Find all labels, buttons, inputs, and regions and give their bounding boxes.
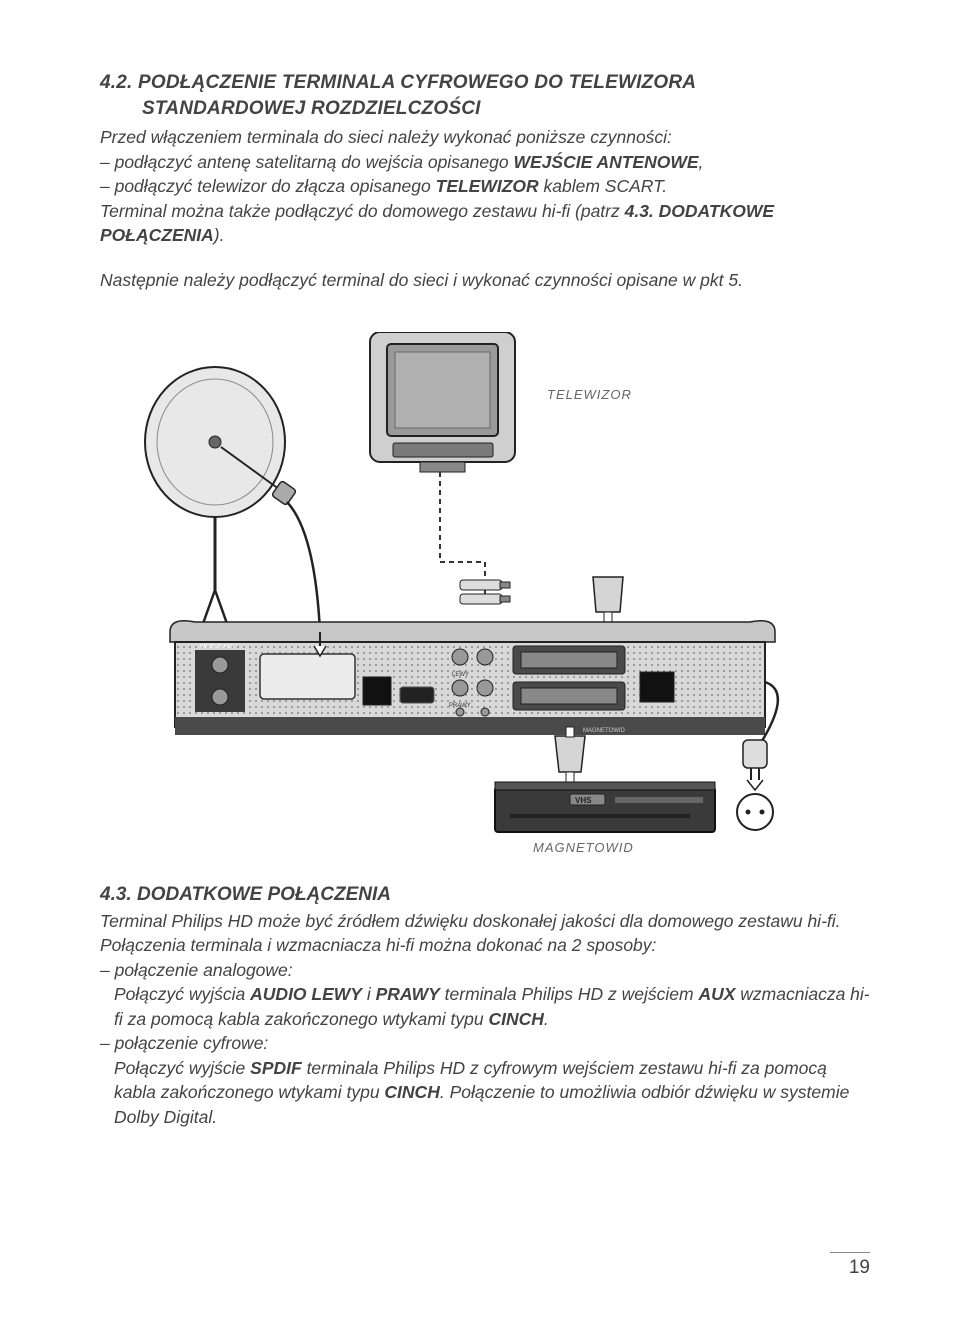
vcr-icon: VHS (495, 782, 715, 832)
intro-text: Przed włączeniem terminala do sieci nale… (100, 125, 870, 248)
wall-outlet-icon (737, 794, 773, 830)
bullet-2: – podłączyć telewizor do złącza opisaneg… (100, 174, 870, 199)
power-plug-icon (743, 740, 767, 790)
satellite-dish-icon (145, 367, 297, 632)
tv-icon (370, 332, 515, 472)
document-page: 4.2. PODŁĄCZENIE TERMINALA CYFROWEGO DO … (0, 0, 960, 1327)
analog-detail: Połączyć wyjścia AUDIO LEWY i PRAWY term… (100, 982, 870, 1031)
vcr-diagram-label: MAGNETOWID (533, 840, 634, 855)
heading-line-2: STANDARDOWEJ ROZDZIELCZOŚCI (100, 96, 870, 122)
intro-sentence: Przed włączeniem terminala do sieci nale… (100, 127, 672, 147)
section-4-3: 4.3. DODATKOWE POŁĄCZENIA Terminal Phili… (100, 882, 870, 1129)
dish-cable (287, 502, 320, 632)
digital-detail: Połączyć wyjście SPDIF terminala Philips… (100, 1056, 870, 1130)
section-4-2-heading: 4.2. PODŁĄCZENIE TERMINALA CYFROWEGO DO … (100, 70, 870, 121)
scart-plug-vcr-icon (555, 727, 585, 782)
analog-bullet: – połączenie analogowe: (100, 958, 870, 983)
svg-text:VHS: VHS (575, 796, 592, 805)
svg-text:LEWY: LEWY (452, 672, 469, 678)
digital-bullet: – połączenie cyfrowe: (100, 1031, 870, 1056)
tv-diagram-label: TELEWIZOR (547, 387, 632, 402)
bullet-3: Terminal można także podłączyć do domowe… (100, 199, 870, 248)
svg-text:WEJŚCIE ANT.: WEJŚCIE ANT. (200, 642, 234, 650)
heading-line-1: 4.2. PODŁĄCZENIE TERMINALA CYFROWEGO DO … (100, 70, 870, 96)
bullet-1: – podłączyć antenę satelitarną do wejści… (100, 150, 870, 175)
section-4-3-heading: 4.3. DODATKOWE POŁĄCZENIA (100, 884, 391, 905)
next-step-text: Następnie należy podłączyć terminal do s… (100, 268, 870, 293)
connection-diagram: WEJŚCIE ANT. LEWY PRAWY TELEWIZO (115, 332, 855, 872)
terminal-back-panel-icon: WEJŚCIE ANT. LEWY PRAWY TELEWIZO (170, 621, 775, 735)
section-4-3-intro: Terminal Philips HD może być źródłem dźw… (100, 909, 870, 958)
svg-text:MAGNETOWID: MAGNETOWID (583, 728, 626, 734)
page-number: 19 (830, 1252, 870, 1279)
